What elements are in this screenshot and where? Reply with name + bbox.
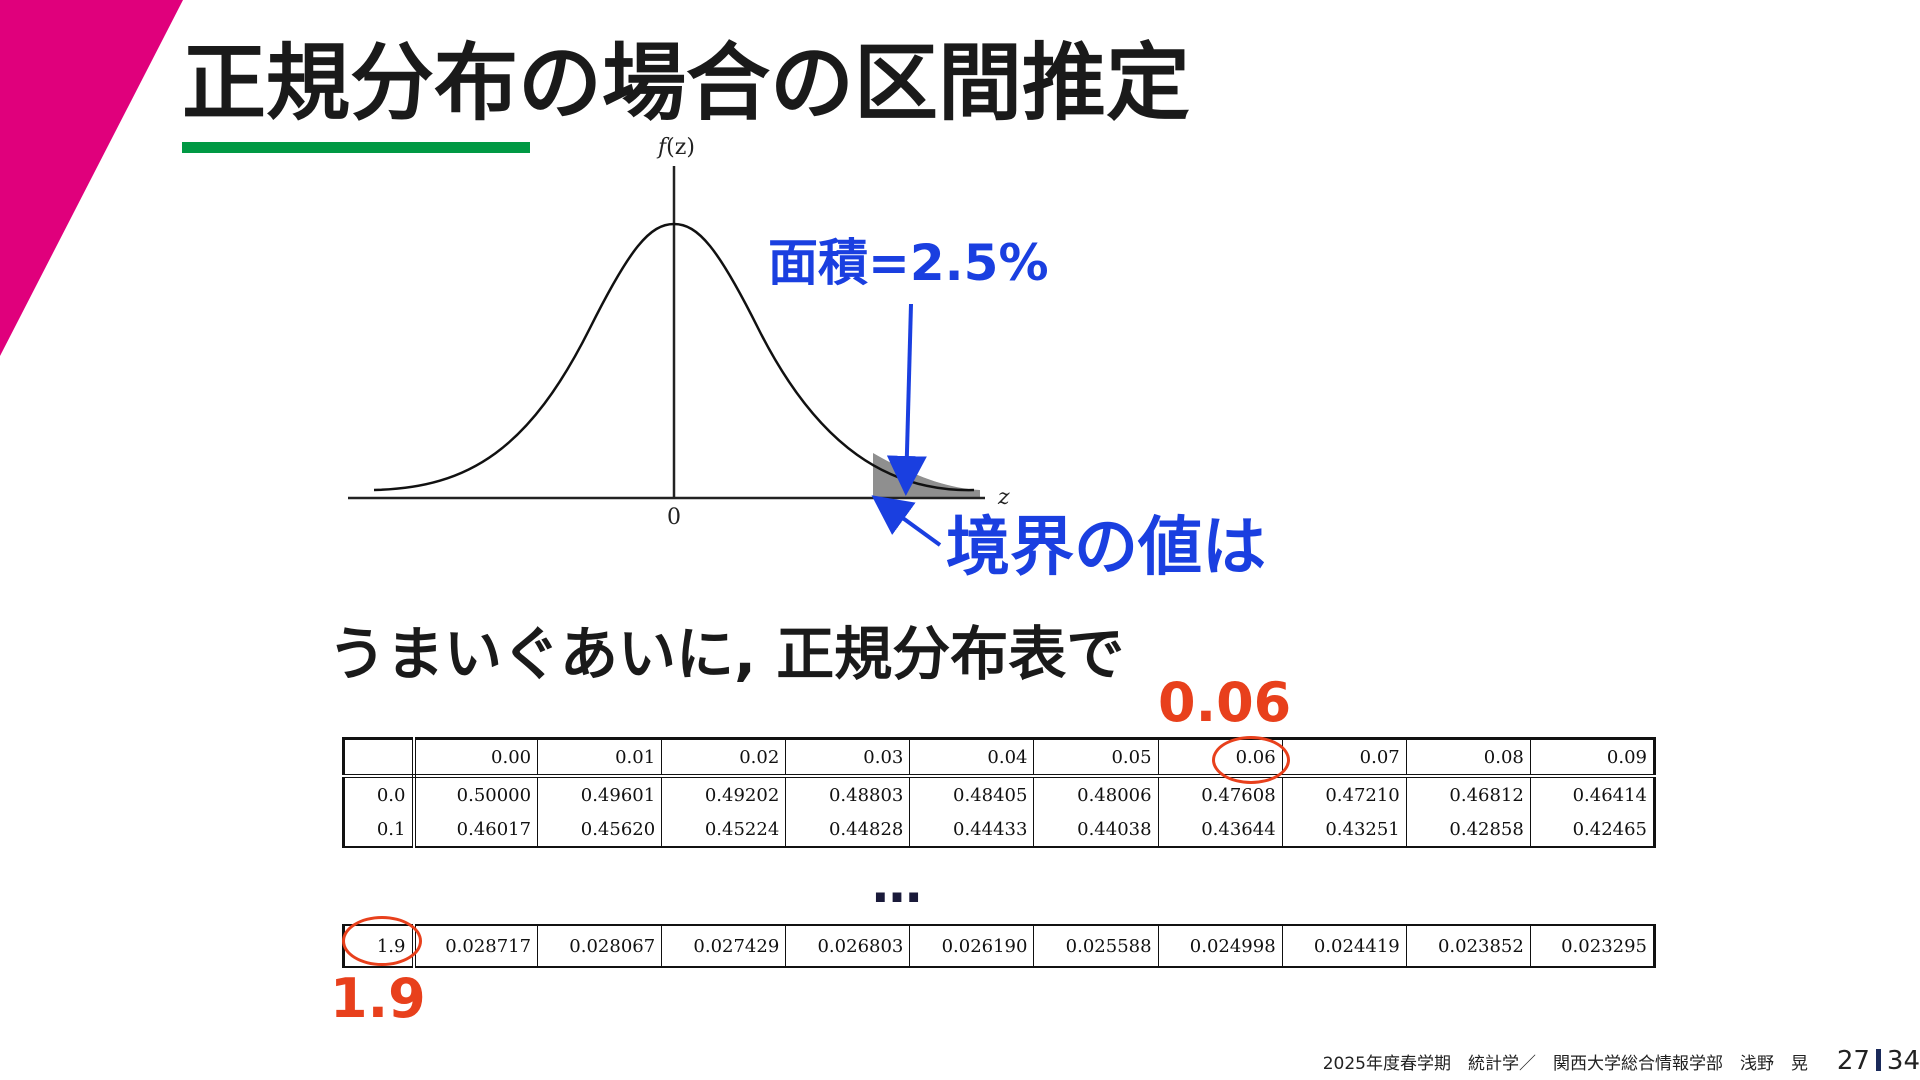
table-cell: 0.1 <box>343 812 416 847</box>
table-cell: 0.09 <box>1530 738 1655 778</box>
table-row: 1.9 0.028717 0.028067 0.027429 0.026803 … <box>343 925 1655 967</box>
density-curve <box>373 222 975 492</box>
table-cell: 0.04 <box>909 738 1035 778</box>
table-cell: 0.01 <box>537 738 663 778</box>
table-cell: 0.05 <box>1033 738 1159 778</box>
table-cell: 0.47608 <box>1158 776 1283 812</box>
table-cell: 0.50000 <box>413 776 539 812</box>
y-axis-label: f(z) <box>656 135 695 160</box>
page-number: 27 34 <box>1837 1046 1920 1076</box>
page-total: 34 <box>1886 1046 1920 1076</box>
table-cell: 0.47210 <box>1282 776 1407 812</box>
page-current: 27 <box>1836 1046 1870 1076</box>
tail-shaded-fill <box>873 455 980 498</box>
table-cell: 0.44433 <box>909 812 1035 847</box>
table-header-row: 0.00 0.01 0.02 0.03 0.04 0.05 0.06 0.07 … <box>343 738 1655 778</box>
table-cell <box>343 738 416 778</box>
slide-footer: 2025年度春学期 統計学／ 関西大学総合情報学部 浅野 晃 <box>1322 1054 1808 1074</box>
table-cell: 0.45224 <box>661 812 787 847</box>
table-cell: 0.46414 <box>1572 784 1647 806</box>
table-cell: 0.08 <box>1406 738 1531 778</box>
origin-label: 0 <box>667 505 681 530</box>
table-cell: 0.023295 <box>1561 935 1647 957</box>
row-highlight-label: 1.9 <box>330 967 426 1030</box>
table-cell: 0.48006 <box>1033 776 1159 812</box>
table-cell: 0.024998 <box>1158 925 1283 967</box>
table-cell: 0.46017 <box>413 812 539 847</box>
table-cell: 0.43644 <box>1158 812 1283 847</box>
table-cell: 0.025588 <box>1033 925 1159 967</box>
table-cell: 0.45620 <box>537 812 663 847</box>
table-cell: 0.48803 <box>785 776 911 812</box>
table-cell: 0.00 <box>413 738 539 778</box>
page-separator <box>1875 1049 1881 1071</box>
table-cell: 0.027429 <box>661 925 787 967</box>
normal-table-bottom: 1.9 0.028717 0.028067 0.027429 0.026803 … <box>342 924 1656 968</box>
table-cell: 0.46812 <box>1406 776 1531 812</box>
table-cell: 0.028067 <box>537 925 663 967</box>
table-cell: 0.44828 <box>785 812 911 847</box>
column-highlight-label: 0.06 <box>1158 671 1292 734</box>
table-cell: 0.023852 <box>1406 925 1531 967</box>
title-underline <box>182 142 530 153</box>
table-cell: 0.026803 <box>785 925 911 967</box>
table-cell: 0.49202 <box>661 776 787 812</box>
table-row: 0.1 0.46017 0.45620 0.45224 0.44828 0.44… <box>343 812 1655 847</box>
table-cell: 0.44038 <box>1033 812 1159 847</box>
table-cell: 0.42858 <box>1406 812 1531 847</box>
table-cell: 0.48405 <box>909 776 1035 812</box>
table-cell: 0.028717 <box>413 925 539 967</box>
row-highlight-circle <box>342 916 422 966</box>
area-label: 面積=2.5% <box>768 234 1049 292</box>
table-cell: 0.49601 <box>537 776 663 812</box>
table-ellipsis: … <box>872 856 924 914</box>
normal-table-top: 0.00 0.01 0.02 0.03 0.04 0.05 0.06 0.07 … <box>342 737 1656 848</box>
table-cell: 0.42465 <box>1572 818 1647 840</box>
table-cell: 0.024419 <box>1282 925 1407 967</box>
corner-decoration <box>0 0 183 356</box>
subtitle: うまいぐあいに, 正規分布表で <box>328 620 1125 688</box>
table-cell: 0.03 <box>785 738 911 778</box>
table-cell: 0.43251 <box>1282 812 1407 847</box>
table-cell: 0.0 <box>343 776 416 812</box>
table-cell: 0.02 <box>661 738 787 778</box>
table-cell: 0.026190 <box>909 925 1035 967</box>
table-row: 0.0 0.50000 0.49601 0.49202 0.48803 0.48… <box>343 776 1655 812</box>
boundary-label: 境界の値は <box>946 511 1266 585</box>
table-cell: 0.07 <box>1282 738 1407 778</box>
column-highlight-circle <box>1212 736 1290 784</box>
normal-distribution-figure: f(z) z 0 <box>348 135 1010 530</box>
x-axis-label: z <box>997 485 1010 510</box>
page-title: 正規分布の場合の区間推定 <box>182 34 1191 132</box>
